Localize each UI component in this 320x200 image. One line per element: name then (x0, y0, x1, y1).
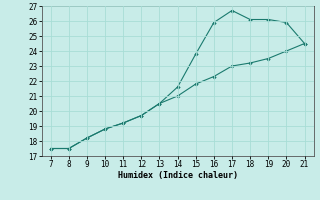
X-axis label: Humidex (Indice chaleur): Humidex (Indice chaleur) (118, 171, 237, 180)
